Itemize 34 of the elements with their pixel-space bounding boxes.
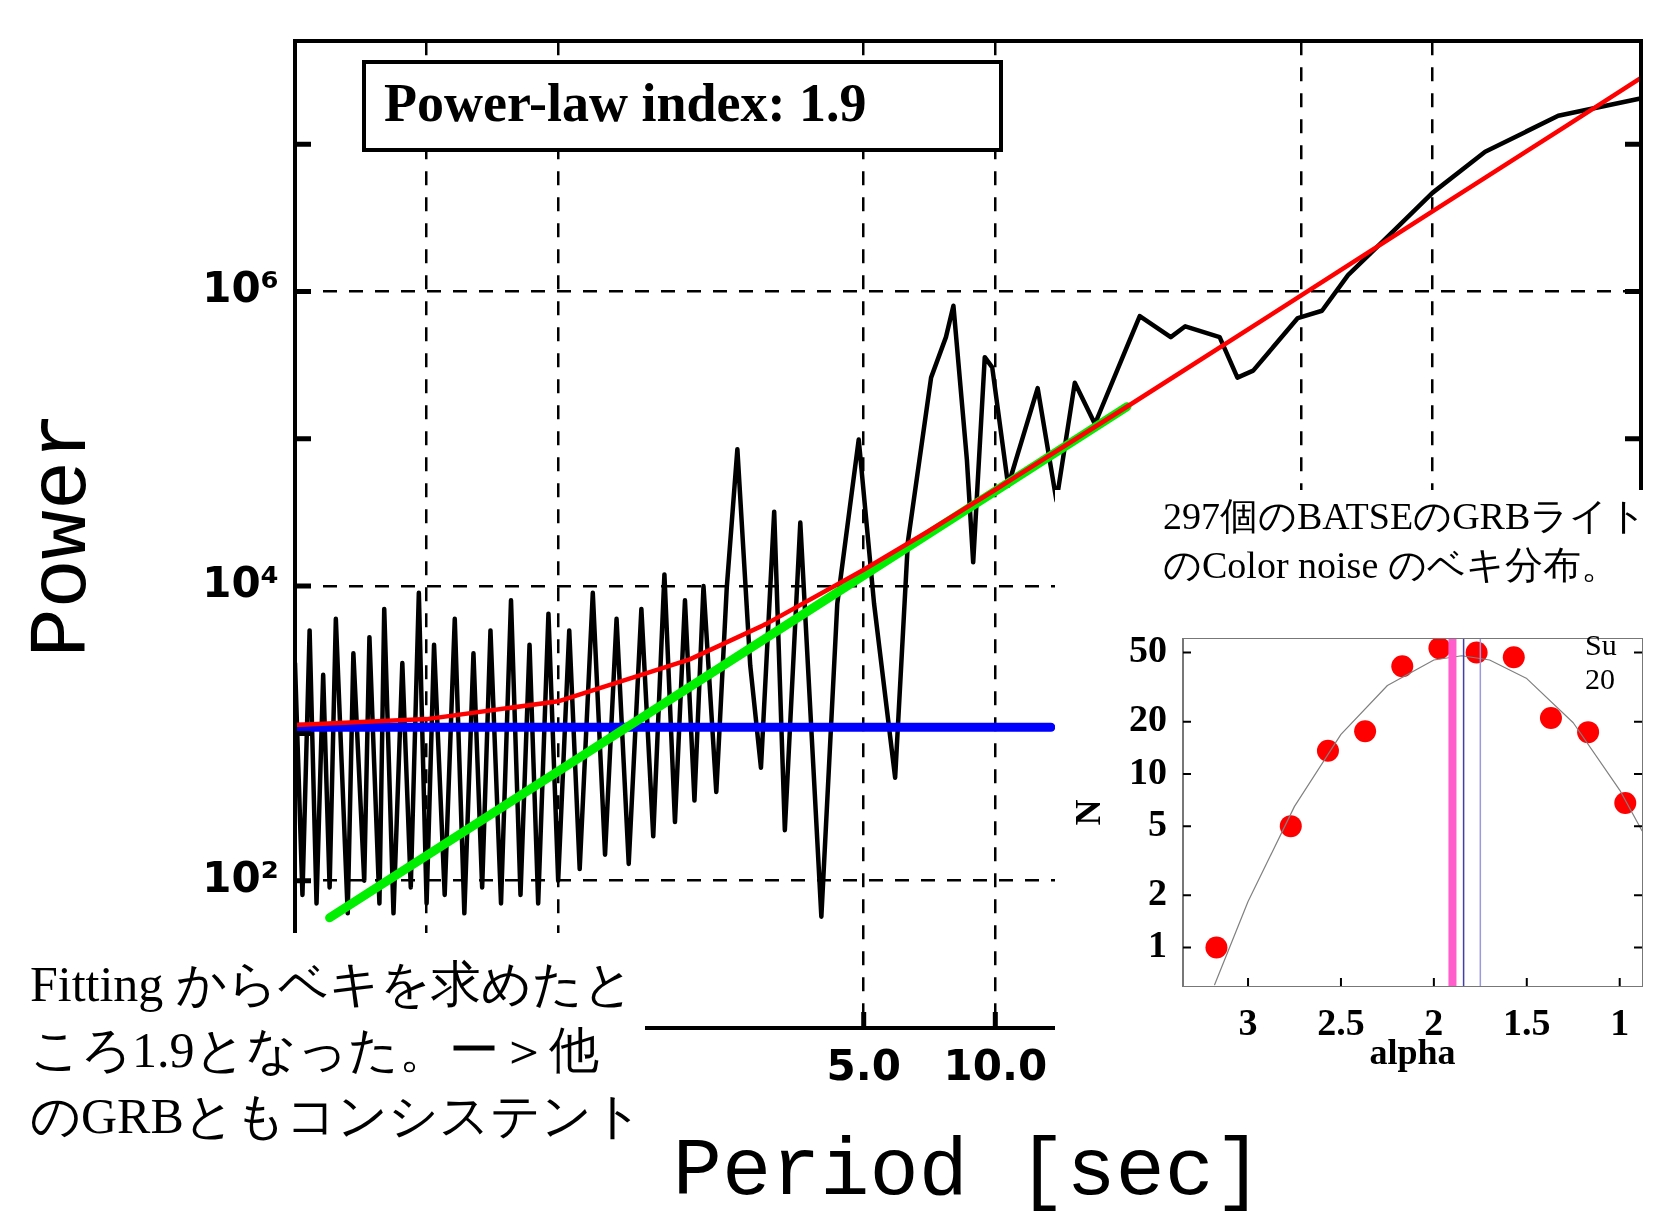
y-tick-label: 5 xyxy=(1148,801,1167,844)
y-tick-label: 1 xyxy=(1148,923,1167,966)
y-axis-title: N xyxy=(1067,799,1108,826)
point xyxy=(1316,739,1339,762)
point xyxy=(1391,655,1414,678)
x-tick-label: 3 xyxy=(1238,1000,1258,1043)
y-tick-label: 10⁴ xyxy=(202,557,279,607)
point xyxy=(1205,936,1228,959)
point xyxy=(1614,791,1637,814)
chart-title: 297個のBATSEのGRBライト xyxy=(1163,494,1648,539)
chart-subtitle: のColor noise のベキ分布。 xyxy=(1163,543,1620,589)
point xyxy=(1279,815,1302,838)
y-tick-label: 10² xyxy=(202,852,279,902)
x-tick-label: 10.0 xyxy=(943,1041,1048,1091)
point xyxy=(1354,720,1377,743)
y-tick-label: 50 xyxy=(1129,628,1167,671)
y-tick-label: 10 xyxy=(1129,749,1167,792)
x-tick-label: 5.0 xyxy=(826,1041,901,1091)
x-tick-label: 1.5 xyxy=(1503,1000,1551,1043)
point xyxy=(1502,646,1525,669)
point xyxy=(1539,706,1562,729)
x-tick-label: 1 xyxy=(1610,1000,1630,1043)
annotation: Su xyxy=(1585,628,1617,662)
point xyxy=(1577,721,1600,744)
annotation: Power-law index: 1.9 xyxy=(362,60,1003,152)
point xyxy=(1428,638,1451,660)
annotation: 20 xyxy=(1585,662,1615,696)
y-axis-title: Power xyxy=(16,411,110,658)
y-tick-label: 2 xyxy=(1148,871,1167,914)
y-tick-label: 20 xyxy=(1129,697,1167,740)
x-axis-title: Period [sec] xyxy=(672,1125,1264,1219)
x-tick-label: 2.5 xyxy=(1317,1000,1365,1043)
annotation: Fitting からベキを求めたところ1.9となった。ー＞他のGRBともコンシステント xyxy=(0,933,645,1225)
y-tick-label: 10⁶ xyxy=(202,263,279,313)
